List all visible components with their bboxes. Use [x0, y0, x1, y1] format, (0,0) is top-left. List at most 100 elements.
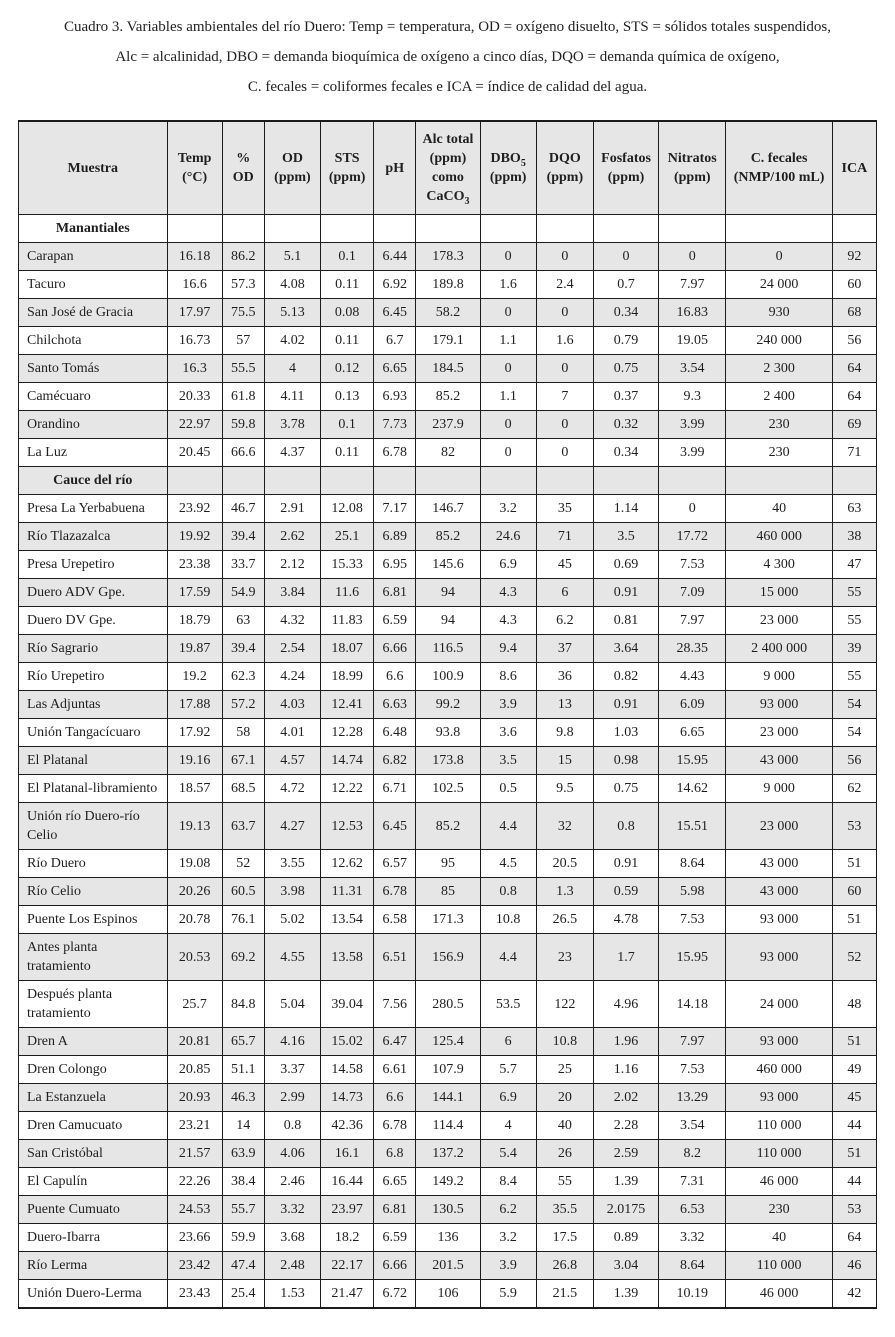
- cell-c-fecales: 230: [725, 1195, 833, 1224]
- cell-nitratos: 8.2: [658, 1139, 727, 1168]
- cell-temp: 20.33: [166, 382, 223, 411]
- cell-alc-total: 94: [415, 606, 481, 635]
- cell-pct-od: 51.1: [221, 1055, 265, 1084]
- cell-dbo: 4.3: [479, 578, 537, 607]
- cell-dbo: 0.5: [479, 774, 537, 803]
- cell-od: 3.78: [263, 410, 322, 439]
- cell-dbo: 1.1: [479, 382, 537, 411]
- table-row: Presa Urepetiro 23.38 33.7 2.12 15.33 6.95 145…: [18, 550, 878, 579]
- cell-dbo: 0: [479, 438, 537, 467]
- sample-name-cell: Orandino: [18, 410, 168, 439]
- cell-dqo: 6.2: [535, 606, 594, 635]
- empty-cell: [263, 466, 322, 495]
- cell-nitratos: 7.97: [658, 606, 727, 635]
- cell-dqo: 0: [535, 298, 594, 327]
- cell-fosfatos: 2.0175: [592, 1195, 660, 1224]
- cell-sts: 14.74: [320, 746, 375, 775]
- cell-sts: 16.1: [320, 1139, 375, 1168]
- cell-c-fecales: 93 000: [725, 1027, 833, 1056]
- cell-c-fecales: 23 000: [725, 606, 833, 635]
- cell-c-fecales: 24 000: [725, 270, 833, 299]
- cell-fosfatos: 1.96: [592, 1027, 660, 1056]
- cell-pct-od: 58: [221, 718, 265, 747]
- cell-ica: 71: [831, 438, 878, 467]
- cell-ica: 44: [831, 1167, 878, 1196]
- cell-ica: 38: [831, 522, 878, 551]
- cell-alc-total: 102.5: [415, 774, 481, 803]
- sample-name-cell: Dren Colongo: [18, 1055, 168, 1084]
- empty-cell: [592, 466, 660, 495]
- cell-ica: 64: [831, 382, 878, 411]
- sample-name-cell: Las Adjuntas: [18, 690, 168, 719]
- cell-sts: 39.04: [320, 980, 375, 1028]
- table-row: Presa La Yerbabuena 23.92 46.7 2.91 12.08 7.1…: [18, 494, 878, 523]
- cell-dbo: 5.7: [479, 1055, 537, 1084]
- cell-od: 5.04: [263, 980, 322, 1028]
- cell-fosfatos: 2.28: [592, 1111, 660, 1140]
- cell-alc-total: 144.1: [415, 1083, 481, 1112]
- cell-dbo: 0: [479, 298, 537, 327]
- table-row: Puente Los Espinos 20.78 76.1 5.02 13.54 6.58…: [18, 905, 878, 934]
- sample-name-cell: Tacuro: [18, 270, 168, 299]
- cell-c-fecales: 40: [725, 1223, 833, 1252]
- sample-name-cell: Después planta tratamiento: [18, 980, 168, 1028]
- cell-sts: 0.1: [320, 242, 375, 271]
- cell-ph: 6.6: [373, 1083, 417, 1112]
- cell-temp: 16.73: [166, 326, 223, 355]
- cell-temp: 20.53: [166, 933, 223, 981]
- cell-c-fecales: 43 000: [725, 849, 833, 878]
- sample-name-cell: Duero-Ibarra: [18, 1223, 168, 1252]
- cell-sts: 42.36: [320, 1111, 375, 1140]
- cell-ica: 64: [831, 354, 878, 383]
- section-header-row: Manantiales: [18, 214, 878, 243]
- cell-nitratos: 6.65: [658, 718, 727, 747]
- cell-temp: 18.79: [166, 606, 223, 635]
- table-row: Unión río Duero-río Celio 19.13 63.7 4.27 12…: [18, 802, 878, 850]
- cell-dbo: 6.2: [479, 1195, 537, 1224]
- empty-cell: [725, 214, 833, 243]
- table-row: Las Adjuntas 17.88 57.2 4.03 12.41 6.63 99.2 3.…: [18, 690, 878, 719]
- cell-pct-od: 60.5: [221, 877, 265, 906]
- cell-dqo: 45: [535, 550, 594, 579]
- cell-ica: 51: [831, 1139, 878, 1168]
- cell-nitratos: 17.72: [658, 522, 727, 551]
- cell-c-fecales: 110 000: [725, 1139, 833, 1168]
- cell-pct-od: 63: [221, 606, 265, 635]
- cell-temp: 23.38: [166, 550, 223, 579]
- cell-ph: 6.71: [373, 774, 417, 803]
- cell-pct-od: 84.8: [221, 980, 265, 1028]
- table-row: El Capulín 22.26 38.4 2.46 16.44 6.65 149.2 8.4…: [18, 1167, 878, 1196]
- cell-od: 5.02: [263, 905, 322, 934]
- cell-fosfatos: 0.8: [592, 802, 660, 850]
- sample-name-cell: El Platanal: [18, 746, 168, 775]
- cell-pct-od: 57.3: [221, 270, 265, 299]
- cell-ph: 6.59: [373, 1223, 417, 1252]
- cell-ica: 68: [831, 298, 878, 327]
- sample-name-cell: Presa La Yerbabuena: [18, 494, 168, 523]
- cell-ica: 60: [831, 270, 878, 299]
- cell-dbo: 5.4: [479, 1139, 537, 1168]
- cell-sts: 12.53: [320, 802, 375, 850]
- cell-od: 2.91: [263, 494, 322, 523]
- cell-sts: 0.11: [320, 326, 375, 355]
- cell-dqo: 9.5: [535, 774, 594, 803]
- cell-ica: 51: [831, 1027, 878, 1056]
- cell-c-fecales: 40: [725, 494, 833, 523]
- cell-alc-total: 130.5: [415, 1195, 481, 1224]
- sample-name-cell: Chilchota: [18, 326, 168, 355]
- cell-dqo: 20.5: [535, 849, 594, 878]
- table-row: San Cristóbal 21.57 63.9 4.06 16.1 6.8 137.2 5.…: [18, 1139, 878, 1168]
- cell-od: 2.46: [263, 1167, 322, 1196]
- cell-od: 2.12: [263, 550, 322, 579]
- cell-temp: 20.26: [166, 877, 223, 906]
- table-row: Camécuaro 20.33 61.8 4.11 0.13 6.93 85.2 1.1 7 0.…: [18, 382, 878, 411]
- cell-temp: 19.08: [166, 849, 223, 878]
- cell-od: 4.16: [263, 1027, 322, 1056]
- table-row: Dren A 20.81 65.7 4.16 15.02 6.47 125.4 6 10.8 1.…: [18, 1027, 878, 1056]
- sample-name-cell: Santo Tomás: [18, 354, 168, 383]
- cell-pct-od: 63.9: [221, 1139, 265, 1168]
- sample-name-cell: Río Urepetiro: [18, 662, 168, 691]
- cell-fosfatos: 1.16: [592, 1055, 660, 1084]
- cell-nitratos: 3.54: [658, 1111, 727, 1140]
